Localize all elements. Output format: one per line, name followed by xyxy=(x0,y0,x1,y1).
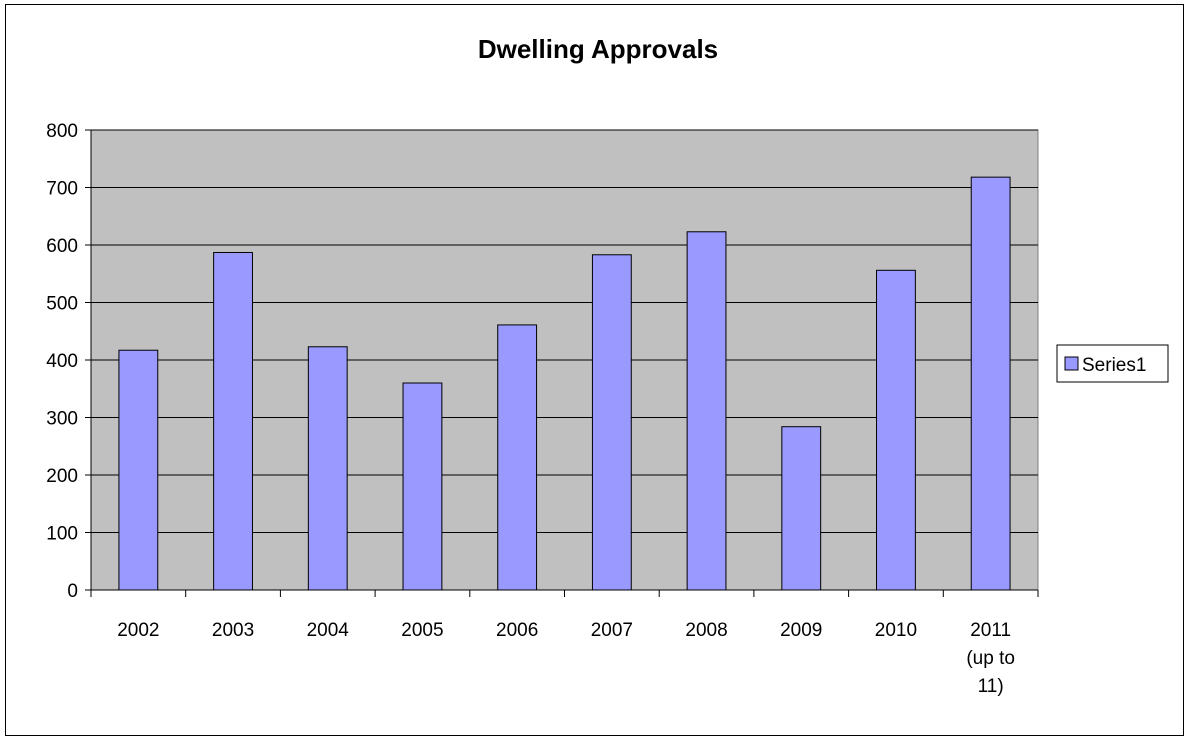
bar xyxy=(118,349,159,591)
bar xyxy=(497,324,538,591)
x-tick-label: 2003 xyxy=(212,620,254,641)
bar xyxy=(970,176,1011,591)
legend-swatch-series1 xyxy=(1064,356,1079,371)
bar xyxy=(686,231,727,591)
axes xyxy=(85,129,1039,597)
bar xyxy=(213,251,253,591)
y-tick-label: 200 xyxy=(46,466,78,487)
bar xyxy=(591,254,632,591)
x-tick-label: 2004 xyxy=(307,620,350,641)
y-tick-label: 100 xyxy=(46,524,78,545)
bar xyxy=(876,269,916,591)
x-tick-label: 2006 xyxy=(496,620,538,641)
bar xyxy=(781,426,822,591)
x-tick-label: 2008 xyxy=(685,620,727,641)
x-tick-label: 2010 xyxy=(875,620,917,641)
legend: Series1 xyxy=(1056,344,1169,383)
x-tick-label: 2011 (up to 11) xyxy=(966,620,1015,697)
bar xyxy=(402,382,443,591)
x-tick-labels: 2002 2003 2004 2005 2006 2007 2008 2009 2010 2011… xyxy=(117,620,1015,697)
y-tick-label: 0 xyxy=(67,581,78,602)
y-tick-label: 500 xyxy=(46,294,78,315)
chart-title: Dwelling Approvals xyxy=(478,34,718,64)
x-tick-label: 2007 xyxy=(591,620,633,641)
y-tick-label: 300 xyxy=(46,409,78,430)
y-tick-label: 600 xyxy=(46,236,78,257)
y-tick-label: 700 xyxy=(46,179,78,200)
legend-label-series1: Series1 xyxy=(1082,355,1146,376)
y-tick-label: 400 xyxy=(46,351,78,372)
bars xyxy=(118,176,1011,591)
x-tick-label: 2009 xyxy=(780,620,822,641)
y-tick-labels: 0 100 200 300 400 500 600 700 800 xyxy=(46,121,78,602)
x-tick-label: 2002 xyxy=(117,620,159,641)
y-tick-label: 800 xyxy=(46,121,78,142)
x-tick-label: 2005 xyxy=(401,620,443,641)
bar xyxy=(307,346,348,591)
